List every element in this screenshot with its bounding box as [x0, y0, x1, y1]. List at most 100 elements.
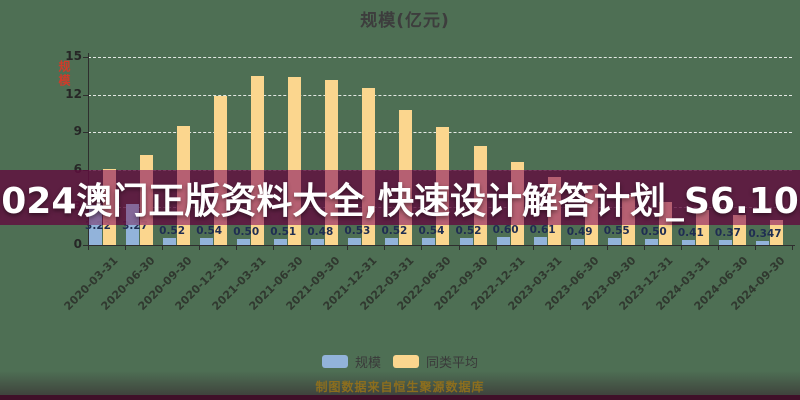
legend-swatch: [321, 355, 348, 368]
banner-bar-tint: [177, 170, 191, 225]
x-tick-mark: [273, 245, 275, 250]
bar-规模: [422, 238, 436, 245]
bar-value-label: 0.55: [603, 225, 630, 238]
gridline: [88, 94, 792, 96]
bar-value-label: 0.52: [455, 225, 482, 238]
x-tick-mark: [347, 245, 349, 250]
x-tick-mark: [384, 245, 386, 250]
y-axis-name-label: 规模: [57, 60, 71, 88]
bottom-strip: [0, 395, 800, 400]
y-tick-mark: [83, 245, 88, 246]
bar-规模: [200, 238, 214, 245]
banner-bar-tint: [436, 170, 450, 225]
y-tick-label: 15: [65, 49, 82, 63]
chart-legend: 规模 同类平均: [0, 352, 800, 371]
bar-value-label: 0.54: [418, 225, 445, 238]
y-tick-label: 9: [73, 124, 82, 139]
x-tick-mark: [199, 245, 201, 250]
bar-规模: [237, 238, 251, 245]
banner-bar-tint: [288, 170, 302, 225]
banner-bar-tint: [621, 194, 635, 225]
banner-bar-tint: [103, 170, 116, 225]
x-tick-mark: [532, 245, 534, 250]
bar-规模: [570, 238, 584, 245]
x-tick-mark: [236, 245, 238, 250]
bar-value-label: 0.50: [233, 225, 260, 238]
banner-bar-tint: [769, 219, 783, 225]
banner-bar-tint: [658, 202, 672, 225]
bar-规模: [755, 240, 769, 245]
y-tick-mark: [83, 57, 88, 58]
x-tick-mark: [162, 245, 164, 250]
x-tick-mark: [310, 245, 312, 250]
legend-item-规模[interactable]: 规模: [321, 352, 381, 371]
banner-bar-tint: [584, 184, 598, 225]
data-source-text: 制图数据来自恒生聚源数据库: [315, 380, 485, 394]
banner-bar-tint: [510, 170, 524, 225]
y-tick-mark: [83, 132, 88, 134]
x-tick-mark: [754, 245, 756, 250]
legend-label: 同类平均: [426, 356, 479, 371]
chart-title: 规模(亿元): [360, 11, 450, 31]
banner-bar-tint: [399, 170, 413, 225]
bar-value-label: 0.50: [640, 225, 667, 238]
bar-value-label: 0.37: [714, 227, 741, 240]
x-axis-line: [88, 245, 795, 246]
bar-规模: [644, 238, 658, 245]
x-tick-mark: [680, 245, 682, 250]
banner-bar-tint: [126, 204, 140, 225]
x-tick-mark: [88, 245, 89, 250]
banner-bar-tint: [325, 170, 339, 225]
banner-bar-tint: [140, 170, 154, 225]
y-tick-mark: [83, 94, 88, 96]
y-axis-line: [88, 53, 89, 245]
bar-value-label: 0.52: [159, 225, 186, 238]
bar-规模: [311, 238, 325, 245]
x-tick-mark: [792, 245, 793, 250]
banner-bar-tint: [473, 170, 487, 225]
bar-规模: [274, 238, 288, 245]
bar-value-label: 0.54: [196, 225, 223, 238]
promo-banner-overlay: 2024澳门正版资料大全,快速设计解答计划_S6.105: [0, 170, 800, 225]
x-tick-mark: [495, 245, 497, 250]
x-tick-mark: [606, 245, 608, 250]
bar-value-label: 0.49: [566, 225, 593, 238]
bar-规模: [533, 237, 547, 245]
y-tick-label: 6: [73, 161, 82, 176]
x-tick-mark: [458, 245, 460, 250]
gridline: [88, 57, 792, 58]
banner-bar-tint: [214, 170, 228, 225]
bar-value-label: 0.61: [529, 224, 556, 237]
bar-规模: [718, 240, 732, 245]
legend-item-同类平均[interactable]: 同类平均: [393, 352, 478, 371]
x-tick-mark: [643, 245, 645, 250]
x-tick-mark: [569, 245, 571, 250]
legend-swatch: [393, 355, 419, 368]
bar-规模: [348, 238, 362, 245]
bar-value-label: 0.41: [677, 226, 704, 239]
bar-规模: [163, 238, 177, 245]
bar-value-label: 0.347: [748, 227, 782, 240]
banner-bar-tint: [547, 177, 561, 225]
banner-bar-tint: [89, 204, 102, 225]
bar-value-label: 0.51: [270, 225, 297, 238]
bar-规模: [496, 237, 510, 245]
bar-规模: [385, 238, 399, 245]
banner-bar-tint: [732, 214, 746, 225]
bar-value-label: 0.53: [344, 225, 371, 238]
bar-value-label: 0.48: [307, 225, 334, 238]
y-tick-label: 0: [73, 237, 82, 251]
promo-banner-text: 2024澳门正版资料大全,快速设计解答计划_S6.105: [0, 180, 800, 222]
bar-规模: [607, 238, 621, 245]
legend-label: 规模: [354, 356, 381, 371]
banner-bar-tint: [362, 170, 376, 225]
bar-规模: [459, 238, 473, 245]
x-tick-mark: [717, 245, 719, 250]
bar-规模: [681, 239, 695, 245]
x-tick-mark: [421, 245, 423, 250]
x-tick-mark: [125, 245, 127, 250]
banner-bar-tint: [251, 170, 265, 225]
bar-value-label: 0.52: [381, 225, 408, 238]
banner-bar-tint: [695, 209, 709, 225]
